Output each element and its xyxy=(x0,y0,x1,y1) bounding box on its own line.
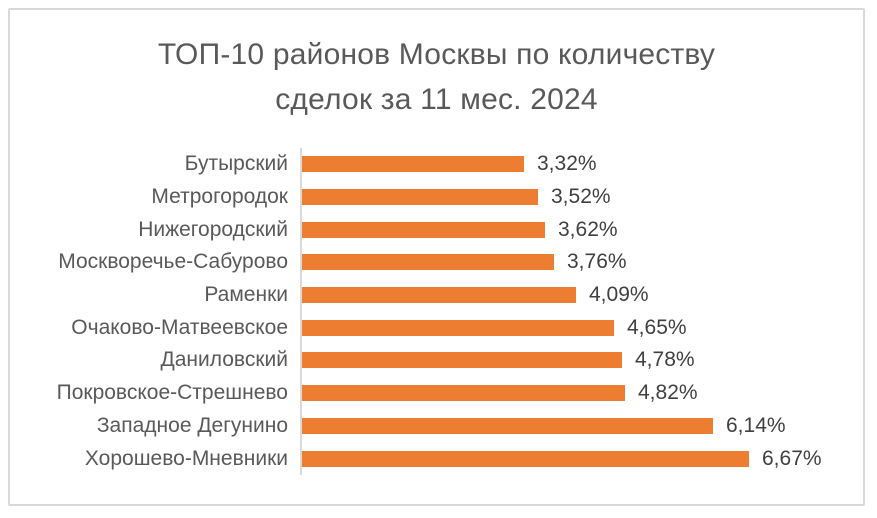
bar-row: Метрогородок 3,52% xyxy=(10,180,863,214)
value-label: 3,76% xyxy=(567,250,627,274)
category-label: Очаково-Матвеевское xyxy=(71,315,288,339)
y-axis-line: 4,82% xyxy=(300,376,863,410)
bar xyxy=(302,189,538,206)
value-label: 3,32% xyxy=(537,152,597,176)
category-label: Бутырский xyxy=(184,152,288,176)
value-label: 4,65% xyxy=(627,315,687,339)
y-axis-line: 4,78% xyxy=(300,344,863,377)
bar xyxy=(302,221,545,238)
bar xyxy=(302,156,524,173)
category-label: Нижегородский xyxy=(138,217,288,241)
category-label: Покровское-Стрешнево xyxy=(56,381,288,405)
y-axis-line: 6,67% xyxy=(300,442,863,475)
bar xyxy=(302,319,614,336)
bar-row: Раменки 4,09% xyxy=(10,278,863,312)
value-label: 6,67% xyxy=(762,446,822,470)
bar-row: Покровское-Стрешнево 4,82% xyxy=(10,376,863,410)
value-label: 3,52% xyxy=(551,185,611,209)
chart-title-line-1: ТОП-10 районов Москвы по количеству xyxy=(157,38,716,71)
y-axis-line: 3,76% xyxy=(300,246,863,279)
category-label: Раменки xyxy=(204,283,288,307)
bar xyxy=(302,254,554,271)
value-label: 4,78% xyxy=(635,348,695,372)
y-axis-line: 6,14% xyxy=(300,409,863,443)
category-label: Западное Дегунино xyxy=(96,413,288,437)
bar-row: Бутырский 3,32% xyxy=(10,148,863,181)
y-axis-line: 4,09% xyxy=(300,278,863,312)
value-label: 4,82% xyxy=(638,381,698,405)
value-label: 6,14% xyxy=(726,413,786,437)
bar-row: Даниловский 4,78% xyxy=(10,344,863,377)
bar-row: Москворечье-Сабурово 3,76% xyxy=(10,246,863,279)
bar-row: Западное Дегунино 6,14% xyxy=(10,409,863,443)
y-axis-line: 3,62% xyxy=(300,213,863,247)
bar-row: Очаково-Матвеевское 4,65% xyxy=(10,311,863,345)
y-axis-line: 3,52% xyxy=(300,180,863,214)
value-label: 4,09% xyxy=(589,283,649,307)
bar-row: Хорошево-Мневники 6,67% xyxy=(10,442,863,475)
y-axis-line: 3,32% xyxy=(300,148,863,181)
chart-title: ТОП-10 районов Москвы по количеству сдел… xyxy=(10,32,863,122)
value-label: 3,62% xyxy=(558,217,618,241)
bar-row: Нижегородский 3,62% xyxy=(10,213,863,247)
category-label: Хорошево-Мневники xyxy=(84,446,288,470)
category-label: Метрогородок xyxy=(151,185,288,209)
bar xyxy=(302,417,713,434)
plot-area: Бутырский 3,32% Метрогородок 3,52% Нижег… xyxy=(10,148,863,475)
chart-frame: ТОП-10 районов Москвы по количеству сдел… xyxy=(8,8,865,506)
bar xyxy=(302,385,625,402)
category-label: Москворечье-Сабурово xyxy=(58,250,288,274)
bar xyxy=(302,450,749,467)
bar xyxy=(302,287,576,304)
chart-title-line-2: сделок за 11 мес. 2024 xyxy=(275,83,598,116)
category-label: Даниловский xyxy=(160,348,288,372)
y-axis-line: 4,65% xyxy=(300,311,863,345)
bar xyxy=(302,352,622,369)
